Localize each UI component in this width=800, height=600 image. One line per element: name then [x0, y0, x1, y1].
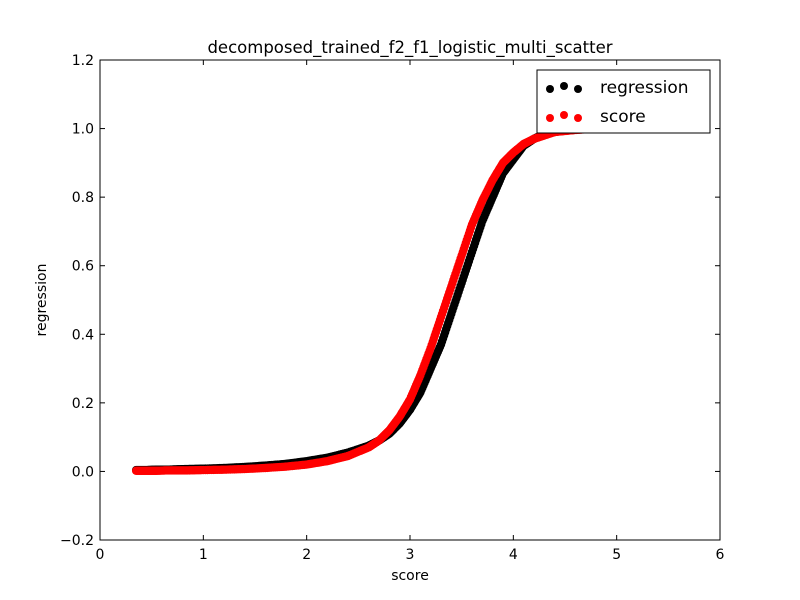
y-tick-label: −0.2	[60, 533, 94, 549]
legend-marker	[546, 85, 554, 93]
series-score	[131, 124, 601, 475]
y-tick-label: 0.2	[72, 396, 94, 412]
y-tick-label: 1.0	[72, 122, 94, 138]
series-regression	[131, 124, 590, 475]
legend: regression score	[536, 69, 711, 134]
y-axis-label: regression	[34, 264, 50, 337]
legend-marker	[560, 111, 568, 119]
y-tick-label: 1.2	[72, 53, 94, 69]
legend-box	[536, 69, 711, 134]
legend-marker	[546, 114, 554, 122]
y-tick-label: 0.8	[72, 190, 94, 206]
x-tick-label: 1	[199, 547, 208, 563]
chart-title: decomposed_trained_f2_f1_logistic_multi_…	[207, 38, 612, 58]
y-tick-label: 0.6	[72, 259, 94, 275]
x-axis: 0 1 2 3 4 5 6	[96, 60, 725, 563]
y-tick-label: 0.0	[72, 464, 94, 480]
y-tick-label: 0.4	[72, 327, 94, 343]
plot-area	[131, 124, 601, 475]
legend-label: regression	[600, 78, 689, 98]
x-tick-label: 5	[612, 547, 621, 563]
legend-marker	[574, 114, 582, 122]
x-tick-label: 6	[716, 547, 725, 563]
x-tick-label: 0	[96, 547, 105, 563]
x-tick-label: 4	[509, 547, 518, 563]
x-tick-label: 2	[302, 547, 311, 563]
x-axis-label: score	[391, 568, 429, 584]
x-tick-label: 3	[406, 547, 415, 563]
legend-label: score	[600, 107, 646, 127]
legend-marker	[560, 82, 568, 90]
y-axis: −0.2 0.0 0.2 0.4 0.6 0.8 1.0 1.2	[60, 53, 720, 549]
legend-marker	[574, 85, 582, 93]
